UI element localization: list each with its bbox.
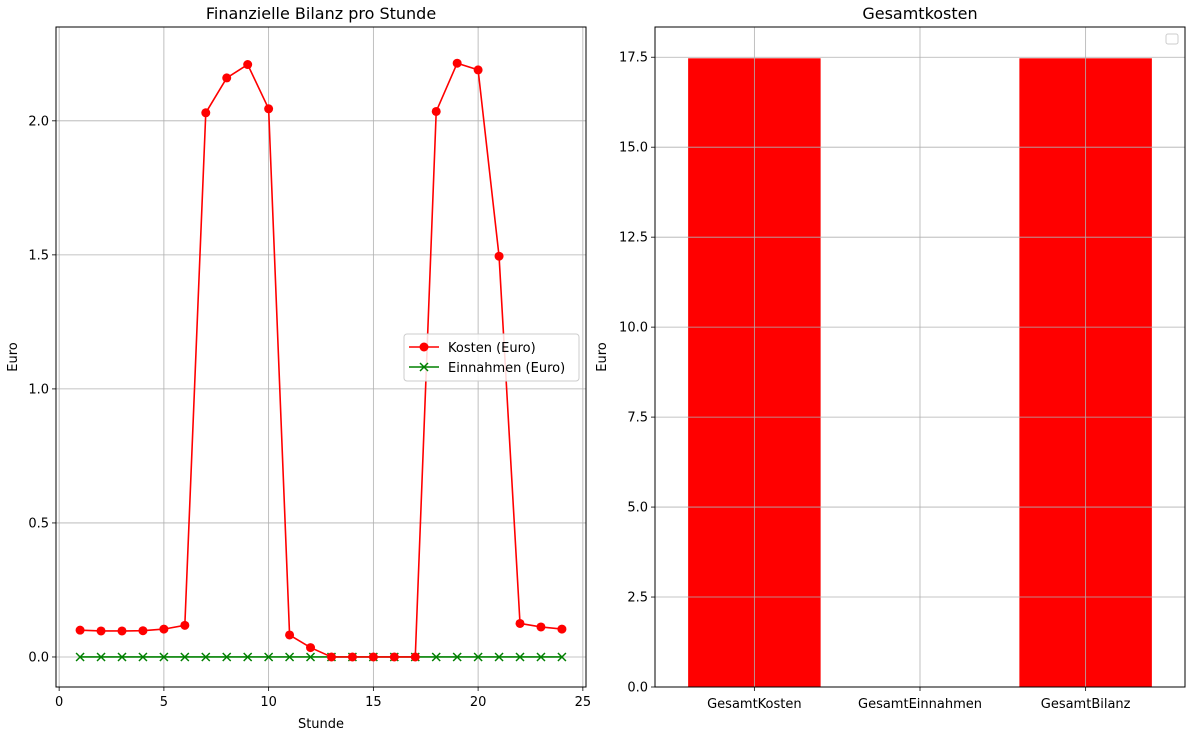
data-point-kosten [180, 620, 190, 630]
data-point-kosten [431, 106, 441, 116]
left-x-axis-label: Stunde [298, 717, 344, 730]
left-y-tick-label: 1.0 [28, 382, 49, 397]
data-point-einnahmen [243, 652, 253, 662]
data-point-kosten [347, 652, 357, 662]
right-y-ticks: 0.0 2.5 5.0 7.5 10.0 12.5 15.0 17.5 [619, 51, 655, 696]
right-bar-chart: Gesamtkosten GesamtKosten GesamtEinnahmen… [595, 4, 1186, 712]
data-point-kosten [285, 630, 295, 640]
right-y-tick-label: 17.5 [619, 51, 648, 66]
data-point-einnahmen [264, 652, 274, 662]
data-point-kosten [326, 652, 336, 662]
left-y-ticks: 0.0 0.5 1.0 1.5 2.0 [28, 114, 56, 665]
left-y-tick-label: 1.5 [28, 248, 49, 263]
data-point-kosten [473, 65, 483, 75]
data-point-kosten [117, 626, 127, 636]
data-point-einnahmen [557, 652, 567, 662]
data-point-einnahmen [201, 652, 211, 662]
legend-item-einnahmen: Einnahmen (Euro) [409, 361, 565, 376]
left-x-tick-label: 0 [55, 695, 63, 710]
data-point-einnahmen [222, 652, 232, 662]
left-x-ticks: 0 5 10 15 20 25 [55, 687, 591, 710]
data-point-einnahmen [117, 652, 127, 662]
left-x-tick-label: 10 [260, 695, 277, 710]
left-legend-box [403, 333, 580, 382]
right-x-ticks: GesamtKosten GesamtEinnahmen GesamtBilanz [707, 687, 1131, 712]
right-y-axis-label: Euro [595, 342, 610, 372]
left-line-chart: Finanzielle Bilanz pro Stunde 0 5 10 15 20 25… [6, 4, 591, 730]
data-point-einnahmen [285, 652, 295, 662]
data-point-einnahmen [452, 652, 462, 662]
left-chart-title: Finanzielle Bilanz pro Stunde [206, 4, 436, 23]
right-chart-title: Gesamtkosten [862, 4, 977, 23]
data-point-einnahmen [96, 652, 106, 662]
right-y-tick-label: 5.0 [627, 501, 648, 516]
right-y-tick-label: 10.0 [619, 321, 648, 336]
right-x-tick-label: GesamtKosten [707, 697, 802, 712]
left-axes-frame [55, 26, 587, 688]
right-empty-legend-box [1165, 33, 1179, 45]
right-y-tick-label: 2.5 [627, 591, 648, 606]
data-point-kosten [494, 251, 504, 261]
legend-item-kosten: Kosten (Euro) [409, 341, 536, 356]
data-point-kosten [159, 624, 169, 634]
legend-kosten-label: Kosten (Euro) [448, 341, 536, 356]
data-point-einnahmen [180, 652, 190, 662]
left-x-tick-label: 15 [365, 695, 382, 710]
left-legend: Kosten (Euro) Einnahmen (Euro) [403, 333, 580, 382]
data-point-einnahmen [473, 652, 483, 662]
left-y-tick-label: 0.5 [28, 516, 49, 531]
data-point-kosten [515, 618, 525, 628]
data-point-kosten [389, 652, 399, 662]
data-point-kosten [96, 626, 106, 636]
data-point-kosten [201, 108, 211, 118]
right-x-tick-label: GesamtEinnahmen [858, 697, 982, 712]
left-x-tick-label: 5 [160, 695, 168, 710]
legend-einnahmen-marker [419, 362, 429, 372]
data-point-einnahmen [305, 652, 316, 662]
data-point-kosten [536, 622, 546, 632]
data-point-einnahmen [536, 652, 546, 662]
legend-kosten-marker [419, 342, 429, 352]
right-y-tick-label: 15.0 [619, 141, 648, 156]
data-point-einnahmen [494, 652, 504, 662]
data-point-einnahmen [159, 652, 169, 662]
data-point-einnahmen [431, 652, 441, 662]
data-point-einnahmen [138, 652, 148, 662]
data-point-kosten [368, 652, 378, 662]
data-point-kosten [222, 73, 232, 83]
data-point-einnahmen [515, 652, 525, 662]
data-point-kosten [264, 104, 274, 114]
data-point-kosten [243, 60, 253, 70]
data-point-kosten [452, 58, 462, 68]
left-y-axis-label: Euro [6, 342, 21, 372]
left-y-tick-label: 0.0 [28, 650, 49, 665]
left-y-tick-label: 2.0 [28, 114, 49, 129]
right-y-tick-label: 12.5 [619, 231, 648, 246]
legend-einnahmen-label: Einnahmen (Euro) [448, 361, 565, 376]
data-point-kosten [306, 643, 316, 653]
left-x-tick-label: 25 [575, 695, 592, 710]
data-point-kosten [138, 626, 148, 636]
left-plot-area [75, 58, 567, 662]
right-x-tick-label: GesamtBilanz [1041, 697, 1131, 712]
right-y-tick-label: 7.5 [627, 411, 648, 426]
data-point-kosten [410, 652, 420, 662]
data-point-kosten [557, 624, 567, 634]
left-x-tick-label: 20 [470, 695, 487, 710]
data-point-kosten [75, 625, 85, 635]
right-y-tick-label: 0.0 [627, 681, 648, 696]
data-point-einnahmen [75, 652, 85, 662]
